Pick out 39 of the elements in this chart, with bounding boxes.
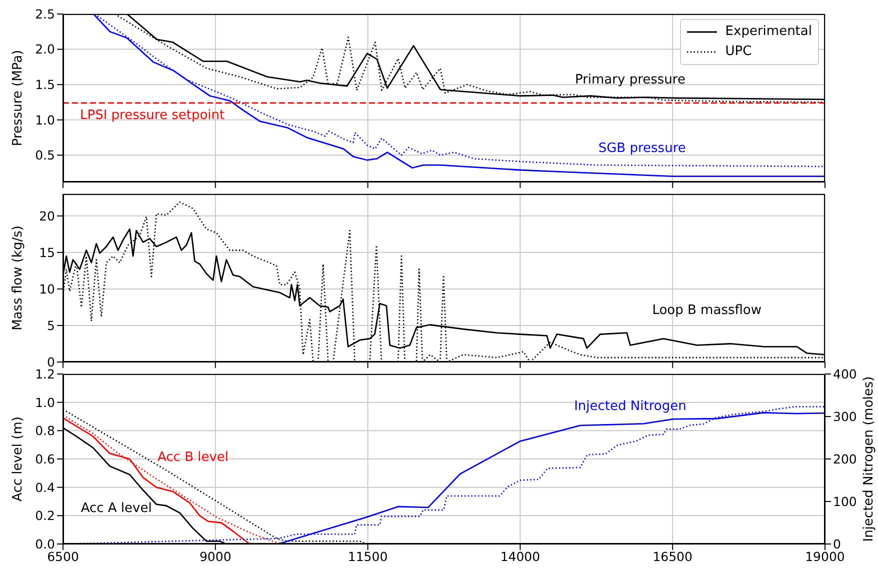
y-tick-label: 0.4 (35, 480, 56, 495)
y-tick-label: 0.8 (35, 423, 56, 438)
legend-label: UPC (725, 43, 752, 61)
x-tick-label: 11500 (348, 548, 388, 564)
y-tick-label: 1.0 (35, 112, 56, 128)
y-axis-title: Mass flow (kg/s) (10, 226, 26, 330)
y-tick-label: 1.5 (35, 77, 55, 92)
series-label: Acc A level (80, 500, 152, 516)
y-tick-label: 0.6 (35, 451, 56, 466)
annotation: Primary pressure (574, 72, 686, 88)
y-tick-label: 2.0 (35, 42, 56, 57)
x-tick-label: 16500 (652, 548, 693, 564)
y-tick-label: 5 (47, 318, 55, 333)
y2-tick-label: 0 (833, 536, 841, 552)
y-axis-title: Pressure (MPa) (10, 50, 26, 146)
y-tick-label: 0.5 (35, 148, 55, 163)
x-tick-label: 14000 (500, 548, 540, 564)
y-tick-label: 15 (39, 244, 55, 260)
series-label: Acc B level (157, 450, 229, 465)
y2-axis-title: Injected Nitrogen (moles) (862, 376, 876, 542)
x-tick-label: 19000 (805, 548, 845, 564)
y-tick-label: 10 (39, 281, 56, 296)
y-tick-label: 1.0 (35, 394, 56, 410)
y-tick-label: 0.0 (35, 536, 56, 552)
y2-tick-label: 200 (833, 451, 857, 466)
y2-tick-label: 300 (833, 408, 857, 424)
y-tick-label: 20 (39, 208, 56, 224)
x-tick-label: 6500 (47, 548, 79, 564)
ref-line-label: LPSI pressure setpoint (80, 108, 225, 123)
y2-tick-label: 400 (833, 366, 857, 382)
x-tick-label: 9000 (199, 548, 232, 564)
legend-label: Experimental (725, 23, 812, 41)
annotation: Loop B massflow (652, 303, 762, 318)
series-label: SGB pressure (598, 141, 686, 156)
y-axis-title: Acc level (m) (10, 416, 26, 502)
y-tick-label: 2.5 (35, 6, 55, 22)
series-label: Injected Nitrogen (574, 398, 686, 414)
y-tick-label: 0.2 (35, 508, 55, 524)
y2-tick-label: 100 (833, 494, 857, 509)
